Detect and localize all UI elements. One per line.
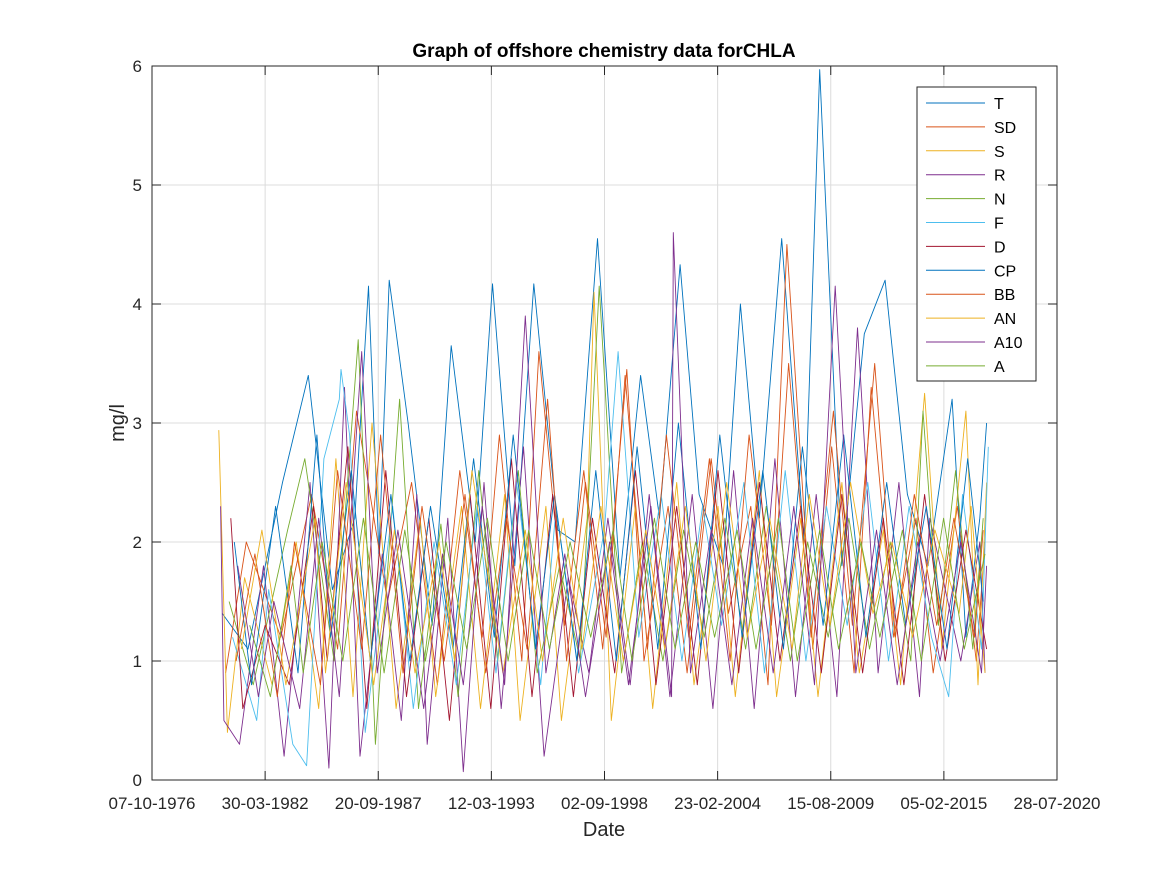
x-tick-label: 23-02-2004	[674, 794, 761, 813]
x-tick-label: 30-03-1982	[222, 794, 309, 813]
legend-box	[916, 86, 1037, 382]
legend-label-an: AN	[994, 311, 1016, 328]
y-tick-label: 1	[133, 652, 142, 671]
x-tick-label: 07-10-1976	[109, 794, 196, 813]
series-line-an	[240, 470, 986, 686]
y-axis-ticks: 0 1 2 3 4 5 6	[133, 57, 1057, 790]
x-axis-label: Date	[583, 819, 625, 841]
legend-label-cp: CP	[994, 263, 1016, 280]
y-tick-label: 6	[133, 57, 142, 76]
series-line-sd	[225, 244, 986, 686]
legend-label-f: F	[994, 216, 1004, 233]
legend-label-s: S	[994, 144, 1005, 161]
series-line-n	[228, 285, 984, 745]
x-tick-label: 02-09-1998	[561, 794, 648, 813]
x-tick-label: 20-09-1987	[335, 794, 422, 813]
y-tick-label: 0	[133, 771, 142, 790]
chart-title: Graph of offshore chemistry data forCHLA	[412, 41, 795, 62]
legend-label-a: A	[994, 359, 1005, 376]
legend-label-bb: BB	[994, 287, 1015, 304]
series-line-a	[249, 517, 986, 698]
x-tick-label: 05-02-2015	[900, 794, 987, 813]
series-line-a10	[237, 232, 988, 710]
legend-label-r: R	[994, 168, 1006, 185]
y-axis-label: mg/l	[107, 404, 129, 442]
legend-label-sd: SD	[994, 120, 1016, 137]
series-line-bb	[235, 363, 984, 698]
y-tick-label: 4	[133, 295, 142, 314]
legend-label-t: T	[994, 96, 1004, 113]
x-tick-label: 12-03-1993	[448, 794, 535, 813]
legend-label-d: D	[994, 239, 1006, 256]
series-lines	[218, 69, 989, 773]
series-line-d	[230, 446, 988, 721]
y-tick-label: 2	[133, 533, 142, 552]
y-tick-label: 5	[133, 176, 142, 195]
legend-label-a10: A10	[994, 335, 1023, 352]
x-tick-label: 28-07-2020	[1014, 794, 1101, 813]
x-axis-ticks: 07-10-1976 30-03-1982 20-09-1987 12-03-1993…	[109, 66, 1101, 813]
y-tick-label: 3	[133, 414, 142, 433]
x-tick-label: 15-08-2009	[787, 794, 874, 813]
legend-label-n: N	[994, 192, 1006, 209]
